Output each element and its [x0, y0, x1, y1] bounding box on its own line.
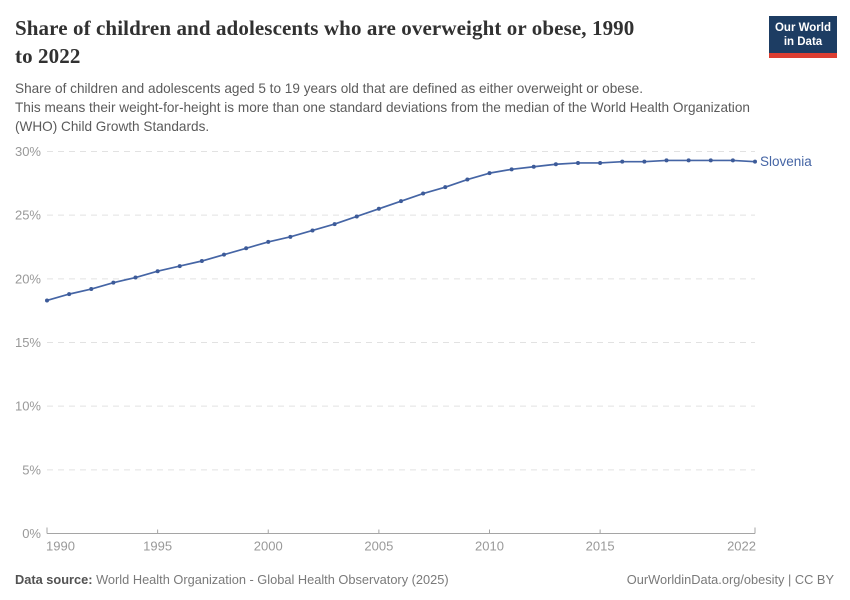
data-point[interactable] — [686, 158, 691, 163]
chart-subtitle: Share of children and adolescents aged 5… — [15, 79, 835, 136]
entity-label[interactable]: Slovenia — [760, 154, 812, 169]
data-point[interactable] — [708, 158, 713, 163]
data-point[interactable] — [664, 158, 669, 163]
data-point[interactable] — [288, 234, 293, 239]
owid-logo-line2: in Data — [783, 36, 823, 48]
data-point[interactable] — [598, 160, 603, 165]
data-point[interactable] — [620, 159, 625, 164]
y-tick-label: 15% — [15, 335, 41, 350]
data-point[interactable] — [266, 239, 271, 244]
x-tick-label: 1990 — [46, 539, 75, 554]
x-tick-label: 2005 — [364, 539, 393, 554]
datasource-value: World Health Organization - Global Healt… — [92, 572, 449, 587]
data-point[interactable] — [730, 158, 735, 163]
data-point[interactable] — [89, 287, 94, 292]
y-tick-label: 20% — [15, 271, 41, 286]
y-tick-label: 0% — [22, 526, 41, 541]
y-tick-label: 30% — [15, 144, 41, 159]
data-point[interactable] — [244, 246, 249, 251]
owid-logo[interactable]: Our World in Data — [769, 16, 837, 58]
data-point[interactable] — [421, 191, 426, 196]
license-link[interactable]: OurWorldinData.org/obesity | CC BY — [626, 572, 834, 587]
data-point[interactable] — [310, 228, 315, 233]
subtitle-line: This means their weight-for-height is mo… — [15, 100, 750, 115]
data-point[interactable] — [376, 206, 381, 211]
x-tick-label: 2015 — [586, 539, 615, 554]
chart-header: Share of children and adolescents who ar… — [0, 0, 850, 136]
data-point[interactable] — [576, 160, 580, 165]
data-point[interactable] — [443, 185, 448, 190]
data-point[interactable] — [509, 167, 514, 172]
y-tick-label: 10% — [15, 399, 41, 414]
chart-footer: Data source: World Health Organization -… — [0, 572, 850, 600]
data-point[interactable] — [399, 199, 403, 204]
data-point[interactable] — [177, 264, 182, 269]
x-tick-label: 2010 — [475, 539, 504, 554]
data-point[interactable] — [487, 171, 492, 176]
data-point[interactable] — [133, 275, 138, 280]
data-point[interactable] — [45, 298, 49, 303]
x-tick-label: 2000 — [254, 539, 283, 554]
datasource-label: Data source: — [15, 572, 93, 587]
subtitle-line: (WHO) Child Growth Standards. — [15, 119, 210, 134]
data-point[interactable] — [531, 164, 536, 169]
data-point[interactable] — [642, 159, 647, 164]
data-point[interactable] — [199, 259, 204, 264]
x-tick-label: 1995 — [143, 539, 172, 554]
data-point[interactable] — [67, 292, 72, 297]
data-point[interactable] — [753, 159, 757, 164]
subtitle-line: Share of children and adolescents aged 5… — [15, 81, 643, 96]
plot-area[interactable] — [47, 138, 755, 534]
data-point[interactable] — [222, 252, 226, 257]
y-tick-label: 5% — [22, 462, 41, 477]
y-tick-label: 25% — [15, 208, 41, 223]
data-point[interactable] — [155, 269, 160, 274]
page-title-line2: to 2022 — [15, 44, 81, 68]
data-point[interactable] — [465, 177, 470, 182]
owid-logo-line1: Our World — [774, 22, 831, 34]
data-point[interactable] — [111, 280, 116, 285]
data-point[interactable] — [332, 222, 337, 227]
data-point[interactable] — [553, 162, 558, 167]
page-title-line1: Share of children and adolescents who ar… — [15, 16, 635, 40]
page-title: Share of children and adolescents who ar… — [15, 14, 835, 70]
datasource-line: Data source: World Health Organization -… — [15, 572, 449, 587]
data-point[interactable] — [354, 214, 359, 219]
x-tick-label: 2022 — [727, 539, 756, 554]
